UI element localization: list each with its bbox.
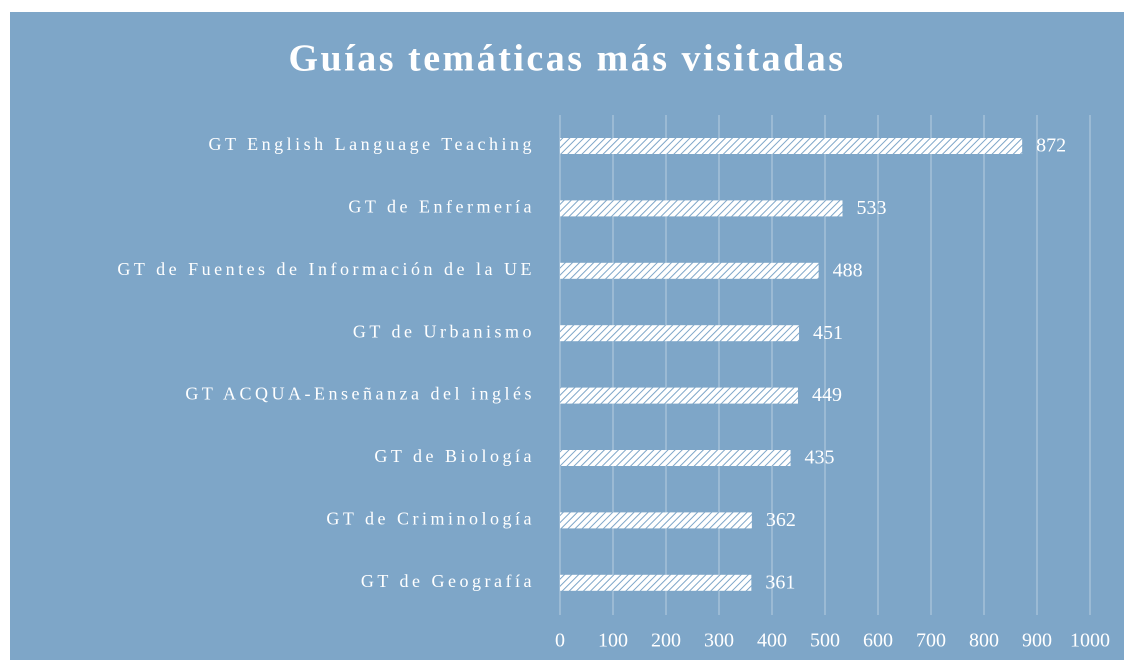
bar	[560, 262, 819, 279]
x-tick-label: 400	[757, 630, 787, 652]
chart-title: Guías temáticas más visitadas	[289, 38, 846, 80]
x-tick-label: 600	[863, 630, 893, 652]
value-label: 361	[765, 571, 795, 593]
y-tick-label: GT de Fuentes de Información de la UE	[117, 259, 535, 279]
value-label: 449	[812, 384, 842, 406]
y-tick-label: GT de Biología	[374, 446, 535, 466]
bar	[560, 512, 752, 529]
x-tick-label: 100	[598, 630, 628, 652]
x-tick-label: 800	[969, 630, 999, 652]
value-label: 362	[766, 509, 796, 531]
y-tick-label: GT ACQUA-Enseñanza del inglés	[185, 384, 535, 404]
bar	[560, 387, 798, 404]
value-label: 435	[805, 447, 835, 469]
y-tick-label: GT de Criminología	[326, 509, 535, 529]
x-tick-label: 700	[916, 630, 946, 652]
y-tick-label: GT de Enfermería	[348, 197, 535, 217]
x-tick-label: 1000	[1070, 630, 1110, 652]
value-label: 872	[1036, 135, 1066, 157]
x-tick-label: 0	[555, 630, 565, 652]
value-label: 451	[813, 322, 843, 344]
bar	[560, 574, 752, 591]
bar	[560, 200, 843, 217]
x-tick-label: 200	[651, 630, 681, 652]
value-label: 533	[856, 197, 886, 219]
bar	[560, 450, 791, 466]
x-tick-label: 300	[704, 630, 734, 652]
value-label: 488	[833, 259, 863, 281]
bar	[560, 138, 1023, 154]
x-tick-label: 500	[810, 630, 840, 652]
x-tick-label: 900	[1022, 630, 1052, 652]
y-tick-label: GT de Geografía	[361, 571, 535, 591]
y-tick-label: GT de Urbanismo	[353, 321, 535, 341]
bar	[560, 325, 800, 342]
y-tick-label: GT English Language Teaching	[208, 134, 535, 154]
